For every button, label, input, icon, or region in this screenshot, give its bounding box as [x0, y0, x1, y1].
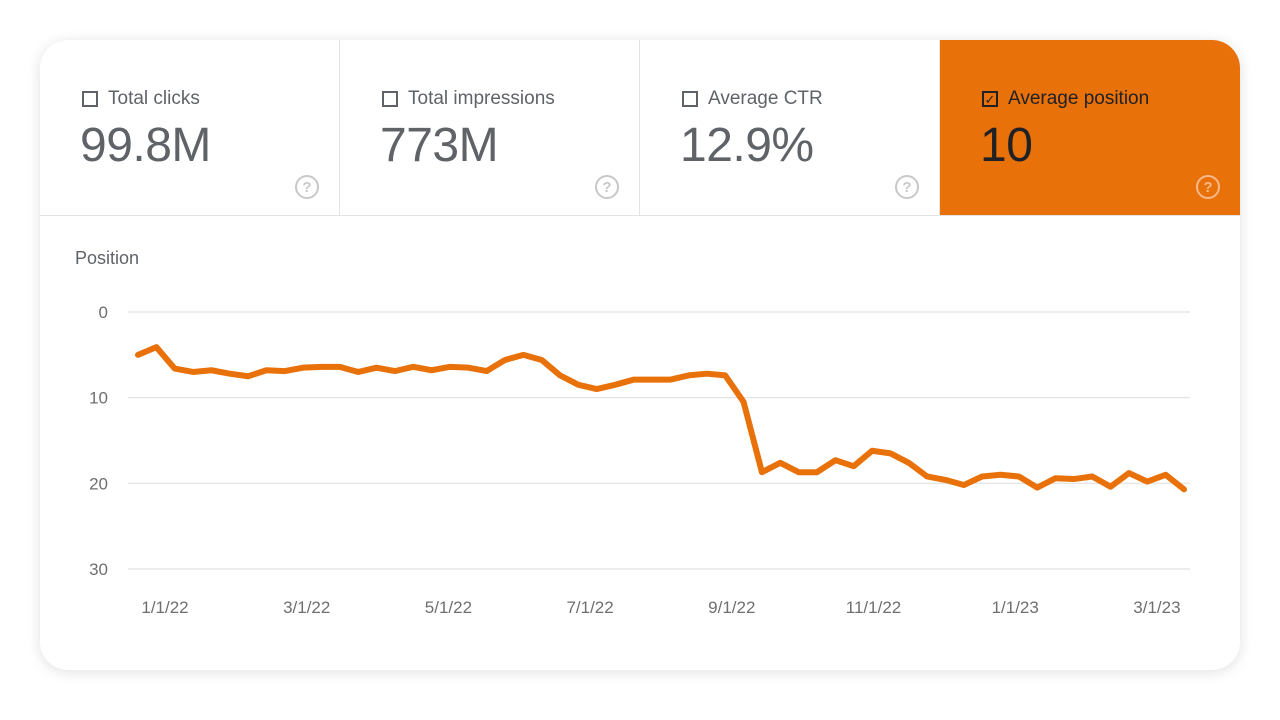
x-tick-label: 1/1/22: [141, 598, 188, 617]
tile-label: Average position: [1008, 88, 1150, 109]
metric-tiles: Total clicks 99.8M ? Total impressions 7…: [40, 40, 1240, 216]
tile-average-ctr[interactable]: Average CTR 12.9% ?: [640, 40, 940, 215]
tile-average-position[interactable]: ✓ Average position 10 ?: [940, 40, 1240, 215]
x-tick-label: 3/1/23: [1133, 598, 1180, 617]
checkbox[interactable]: [82, 91, 98, 107]
y-tick-label: 10: [89, 389, 108, 408]
checkbox[interactable]: [382, 91, 398, 107]
x-tick-label: 5/1/22: [425, 598, 472, 617]
checkbox-checked[interactable]: ✓: [982, 91, 998, 107]
tile-total-clicks[interactable]: Total clicks 99.8M ?: [40, 40, 340, 215]
y-tick-label: 30: [89, 560, 108, 579]
help-icon[interactable]: ?: [1196, 175, 1220, 199]
x-tick-label: 9/1/22: [708, 598, 755, 617]
tile-value: 99.8M: [80, 119, 211, 172]
help-icon[interactable]: ?: [295, 175, 319, 199]
x-tick-label: 3/1/22: [283, 598, 330, 617]
y-axis-title: Position: [75, 248, 140, 268]
x-tick-label: 7/1/22: [566, 598, 613, 617]
x-tick-label: 1/1/23: [992, 598, 1039, 617]
series-line: [135, 344, 1187, 493]
performance-card: Total clicks 99.8M ? Total impressions 7…: [40, 40, 1240, 670]
y-tick-label: 0: [99, 303, 108, 322]
help-icon[interactable]: ?: [895, 175, 919, 199]
tile-value: 10: [980, 119, 1033, 172]
position-chart: 0 10 20 30 1/1/22 3/1/22 5/1/22 7/1/22 9/1/22 11/…: [89, 303, 1190, 617]
x-tick-label: 11/1/22: [846, 598, 901, 617]
y-tick-label: 20: [89, 474, 108, 493]
tile-label: Total clicks: [108, 88, 200, 109]
checkbox[interactable]: [682, 91, 698, 107]
help-icon[interactable]: ?: [595, 175, 619, 199]
tile-total-impressions[interactable]: Total impressions 773M ?: [340, 40, 640, 215]
tile-label: Total impressions: [408, 88, 555, 109]
tile-value: 773M: [380, 119, 499, 172]
tile-value: 12.9%: [680, 119, 814, 172]
tile-label: Average CTR: [708, 88, 823, 109]
